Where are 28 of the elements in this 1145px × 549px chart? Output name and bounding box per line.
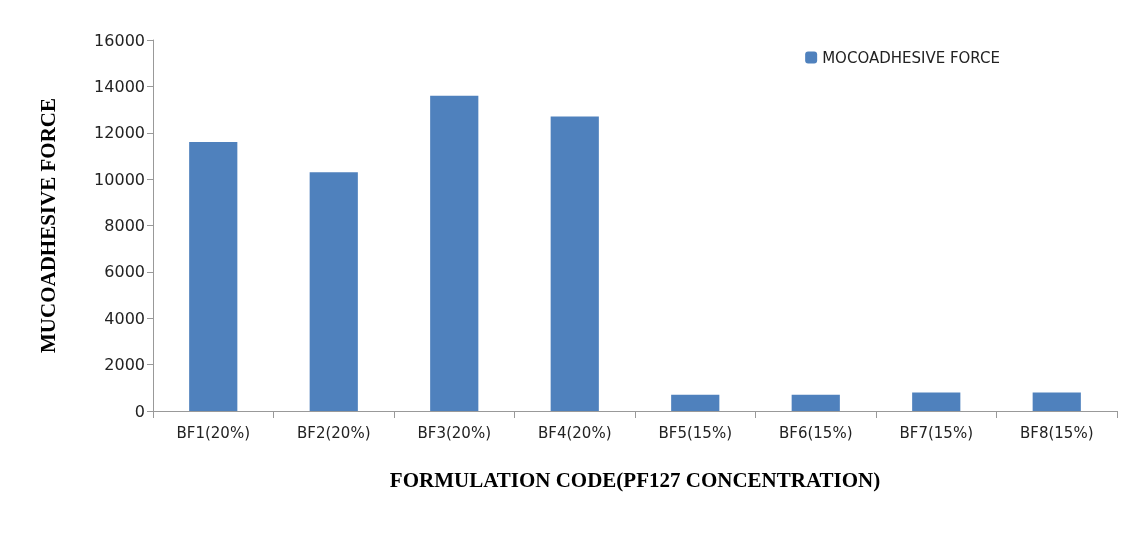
y-tick-label: 6000 [104, 262, 145, 282]
bar [430, 95, 479, 411]
y-tick-label: 4000 [104, 308, 145, 328]
x-tick-label: BF3(20%) [417, 423, 492, 442]
x-axis-title: FORMULATION CODE(PF127 CONCENTRATION) [389, 467, 881, 492]
bar [550, 116, 599, 411]
y-axis-title: MUCOADHESIVE FORCE [35, 98, 60, 353]
x-tick-label: BF5(15%) [658, 423, 733, 442]
bar [671, 394, 720, 411]
y-tick-label: 10000 [94, 169, 145, 189]
y-tick-label: 16000 [94, 30, 145, 50]
legend-label: MOCOADHESIVE FORCE [822, 48, 1001, 67]
bar [1032, 392, 1081, 411]
y-tick-label: 8000 [104, 216, 145, 235]
x-tick-label: BF4(20%) [537, 423, 612, 442]
y-tick-label: 12000 [94, 123, 145, 143]
bar [309, 172, 358, 411]
y-tick-label: 14000 [94, 76, 145, 96]
x-tick-label: BF7(15%) [899, 423, 974, 442]
x-tick-label: BF6(15%) [778, 423, 853, 442]
y-tick-label: 2000 [104, 355, 145, 375]
y-tick-label: 0 [134, 401, 145, 421]
bar [791, 394, 840, 411]
bar [912, 392, 961, 411]
bar [189, 142, 238, 411]
x-tick-label: BF1(20%) [176, 423, 251, 442]
x-tick-label: BF2(20%) [296, 423, 371, 442]
x-tick-label: BF8(15%) [1019, 423, 1094, 442]
